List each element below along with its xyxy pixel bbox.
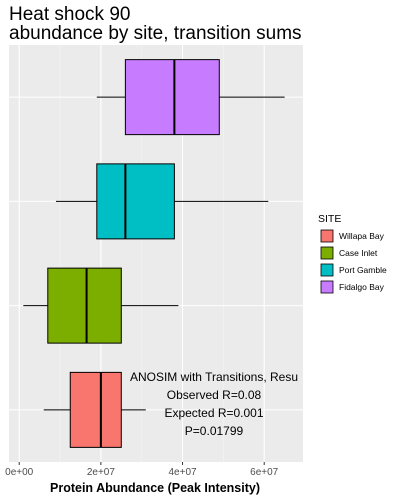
x-tick-label: 4e+07 [168, 467, 197, 478]
boxplot-case-inlet [23, 267, 179, 344]
boxplots [23, 59, 285, 448]
x-axis-ticks: 0e+00 2e+07 4e+07 6e+07 [5, 462, 279, 478]
legend-swatch [320, 229, 334, 243]
box [69, 371, 122, 448]
annotation-line-1: ANOSIM with Transitions, Resu [130, 370, 298, 384]
x-tick-label: 2e+07 [87, 467, 116, 478]
legend-label: Case Inlet [339, 248, 378, 258]
boxplot-fidalgo-bay [96, 59, 285, 136]
x-tick-label: 0e+00 [5, 467, 34, 478]
legend-swatch [320, 263, 334, 277]
annotation-line-4: P=0.01799 [185, 424, 244, 438]
legend-label: Willapa Bay [339, 231, 385, 241]
x-axis-label: Protein Abundance (Peak Intensity) [50, 481, 260, 495]
box [124, 59, 220, 136]
box [96, 163, 175, 240]
x-tick-label: 6e+07 [250, 467, 279, 478]
legend-label: Port Gamble [339, 265, 387, 275]
chart-title-line-1: Heat shock 90 [9, 4, 130, 25]
legend-swatch [320, 280, 334, 294]
legend-swatch [320, 246, 334, 260]
boxplot-willapa-bay [43, 371, 146, 448]
legend: SITE Willapa Bay Case Inlet Port Gamble Fid… [318, 213, 387, 294]
boxplot-port-gamble [55, 163, 269, 240]
annotation-line-3: Expected R=0.001 [164, 406, 263, 420]
annotation-line-2: Observed R=0.08 [167, 388, 262, 402]
anosim-annotation: ANOSIM with Transitions, Resu Observed R… [130, 370, 298, 438]
legend-title: SITE [318, 213, 341, 225]
chart-title-line-2: abundance by site, transition sums [9, 23, 302, 44]
box [47, 267, 122, 344]
legend-label: Fidalgo Bay [339, 282, 385, 292]
